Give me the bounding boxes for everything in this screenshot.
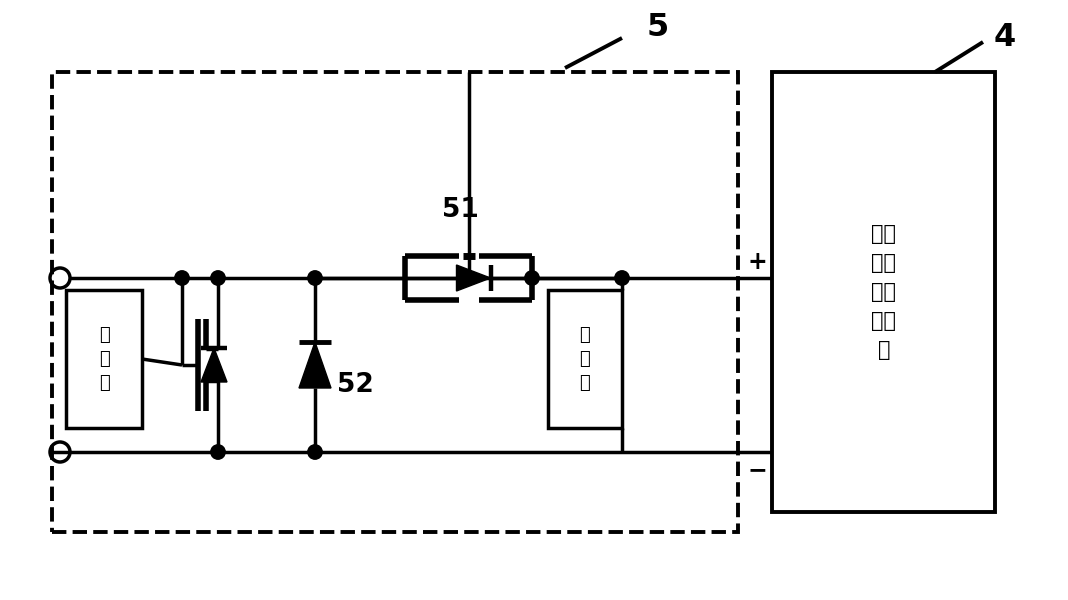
Text: 超级
电容
器储
能单
元: 超级 电容 器储 能单 元 [871, 224, 896, 359]
Bar [52, 72, 738, 532]
Text: 输
出
端: 输 出 端 [98, 326, 109, 392]
Bar [772, 72, 995, 512]
Circle shape [210, 271, 225, 285]
Text: +: + [748, 250, 767, 274]
Text: −: − [748, 458, 767, 482]
Polygon shape [299, 342, 331, 388]
Text: 51: 51 [442, 197, 478, 223]
Polygon shape [456, 265, 490, 291]
Circle shape [615, 271, 629, 285]
Circle shape [210, 445, 225, 459]
Circle shape [175, 271, 189, 285]
Circle shape [308, 445, 323, 459]
Polygon shape [201, 348, 227, 382]
Bar [548, 290, 622, 428]
Circle shape [524, 271, 539, 285]
Bar [66, 290, 142, 428]
Circle shape [308, 271, 323, 285]
Text: 5: 5 [647, 13, 670, 43]
Text: 输
入
端: 输 入 端 [580, 326, 591, 392]
Text: 4: 4 [994, 22, 1016, 53]
Text: 52: 52 [336, 372, 374, 398]
